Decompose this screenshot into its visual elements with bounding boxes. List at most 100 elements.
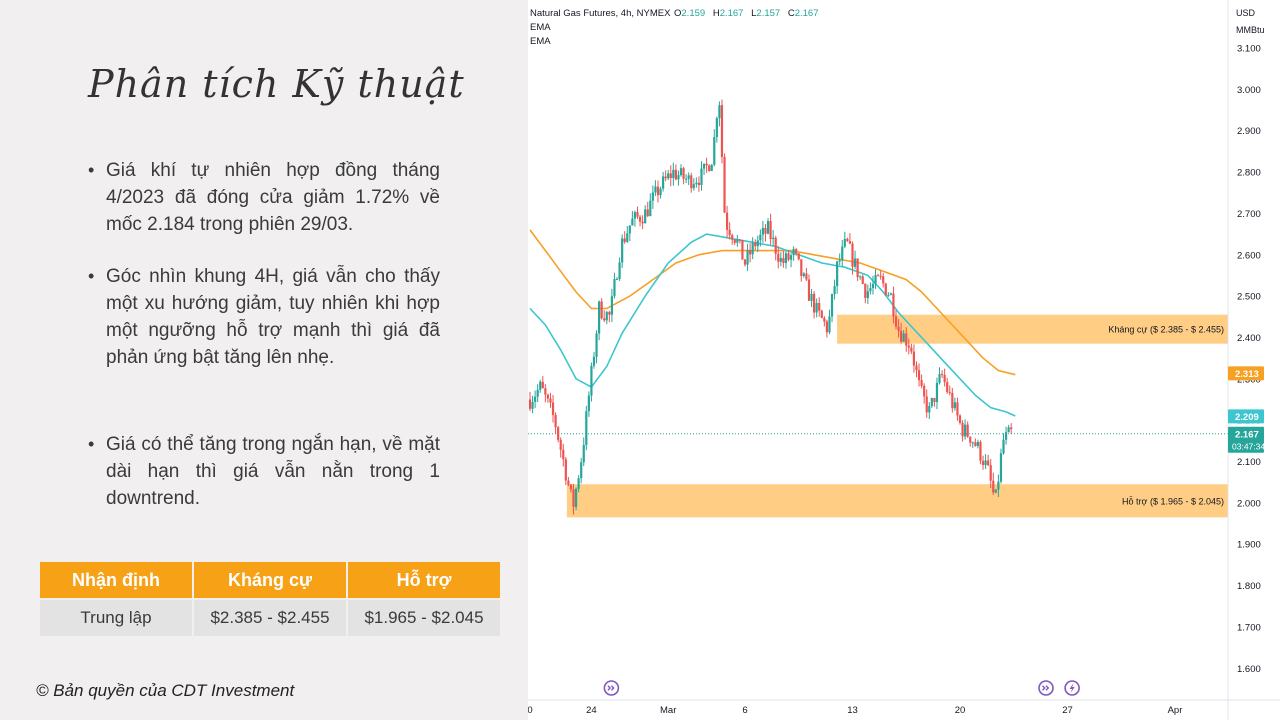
candle <box>969 436 972 443</box>
candle <box>621 238 624 263</box>
candle <box>628 225 631 234</box>
price-chart[interactable]: Kháng cự ($ 2.385 - $ 2.455) Hỗ trợ ($ 1.… <box>528 0 1280 720</box>
candle <box>848 241 852 244</box>
candle <box>892 293 895 317</box>
candle <box>876 275 880 277</box>
candle <box>940 374 944 376</box>
candle <box>574 488 578 507</box>
bullet-dot: • <box>88 434 95 454</box>
candle <box>759 234 762 241</box>
candle <box>971 442 974 444</box>
candle <box>1007 427 1010 433</box>
bullet-text: Góc nhìn khung 4H, giá vẫn cho thấy một … <box>106 266 440 368</box>
candle <box>651 192 654 201</box>
candle <box>933 398 936 403</box>
ohlc-readout: O2.159 H2.167 L2.157 C2.167 <box>674 8 818 19</box>
candle <box>838 260 841 262</box>
y-tick-label: 1.600 <box>1237 664 1261 675</box>
bullet-item: • Giá có thể tăng trong ngắn hạn, về mặt… <box>88 431 440 512</box>
candle <box>946 382 949 392</box>
x-tick-label: 24 <box>586 705 597 716</box>
indicator-ema-2: EMA <box>530 36 551 47</box>
candle <box>636 212 639 217</box>
candle <box>882 276 885 284</box>
candle <box>631 218 634 226</box>
candle <box>915 365 918 371</box>
bullet-text: Giá có thể tăng trong ngắn hạn, về mặt d… <box>106 434 440 509</box>
event-markers[interactable] <box>603 680 1080 696</box>
candle <box>641 221 644 224</box>
cell-assessment: Trung lập <box>40 600 192 636</box>
candle <box>782 258 785 264</box>
candle <box>754 242 757 247</box>
candle <box>592 356 596 366</box>
candle <box>879 275 882 277</box>
candle <box>749 250 752 255</box>
y-tick-label: 2.700 <box>1237 209 1261 220</box>
candle <box>605 311 608 321</box>
candle <box>866 291 869 299</box>
bullet-dot: • <box>88 160 95 180</box>
candle <box>948 391 951 393</box>
candle <box>580 462 583 479</box>
candle <box>836 261 839 287</box>
zone-layer: Kháng cự ($ 2.385 - $ 2.455) Hỗ trợ ($ 1.… <box>566 314 1228 518</box>
candle <box>761 227 765 235</box>
x-tick-label: 27 <box>1062 705 1073 716</box>
price-tag-value: 2.209 <box>1235 412 1259 423</box>
header-assessment: Nhận định <box>40 562 192 598</box>
candle <box>999 453 1003 482</box>
candle <box>697 182 701 186</box>
candle <box>541 381 544 389</box>
candle <box>887 294 890 296</box>
high-value: 2.167 <box>720 8 744 19</box>
candle <box>562 449 565 460</box>
table-row: Trung lập $2.385 - $2.455 $1.965 - $2.04… <box>40 600 500 636</box>
summary-table: Nhận định Kháng cự Hỗ trợ Trung lập $2.3… <box>38 560 502 638</box>
candle <box>536 389 539 397</box>
event-arrow-icon[interactable] <box>603 680 620 696</box>
candle <box>779 258 782 262</box>
candle <box>912 351 916 366</box>
candle <box>994 489 997 493</box>
candle <box>828 316 831 333</box>
candle <box>682 168 685 179</box>
candle <box>656 186 660 196</box>
candle <box>736 239 739 243</box>
candle <box>582 444 585 463</box>
candle <box>851 243 854 267</box>
candle <box>823 317 826 322</box>
candle <box>661 176 665 189</box>
candle <box>567 480 570 485</box>
candle <box>769 221 772 239</box>
candle <box>546 394 550 399</box>
candle <box>738 239 741 241</box>
candle <box>910 347 913 352</box>
candle <box>830 294 834 317</box>
candle <box>695 182 698 185</box>
support-zone <box>566 484 1228 518</box>
y-tick-label: 1.900 <box>1237 540 1261 551</box>
candle <box>861 276 864 284</box>
candle <box>664 176 667 179</box>
candle <box>884 283 887 296</box>
ema-slow-line <box>529 229 1016 376</box>
countdown-label: 03:47:34 <box>1232 441 1265 451</box>
candle <box>569 484 573 490</box>
event-arrow-icon[interactable] <box>1038 680 1054 696</box>
unit-measure: MMBtu <box>1236 25 1265 35</box>
low-label: L <box>751 8 756 19</box>
candle <box>1002 439 1005 454</box>
y-tick-label: 2.800 <box>1237 168 1261 179</box>
candle <box>815 302 818 313</box>
candle <box>710 164 713 172</box>
candle <box>557 427 560 440</box>
candle <box>833 286 836 295</box>
y-tick-label: 3.100 <box>1237 44 1261 55</box>
candle <box>889 293 892 295</box>
candle <box>603 318 606 321</box>
candle <box>633 212 637 219</box>
candle <box>907 345 910 348</box>
y-tick-label: 2.600 <box>1237 250 1261 261</box>
copyright-text: © Bản quyền của CDT Investment <box>36 681 295 700</box>
